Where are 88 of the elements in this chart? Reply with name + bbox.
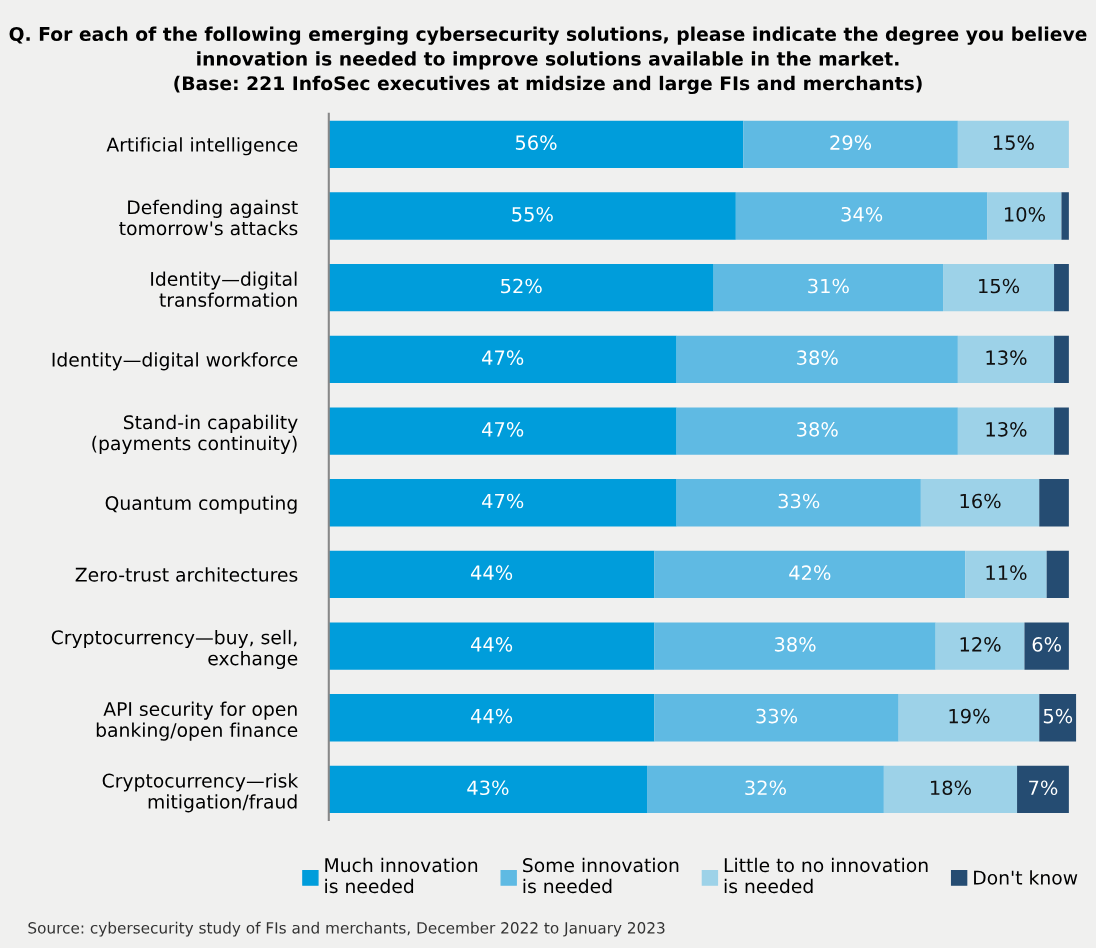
data-label: 47% xyxy=(482,350,524,366)
data-label: 16% xyxy=(960,493,1001,509)
data-label: 33% xyxy=(778,493,820,509)
bar xyxy=(328,264,714,312)
bar xyxy=(1054,407,1069,455)
data-label: 18% xyxy=(930,780,971,796)
bar xyxy=(965,550,1047,599)
data-label: 15% xyxy=(979,278,1020,294)
data-label: 11% xyxy=(986,565,1027,581)
y-tick-label: Identity—digital transformation xyxy=(151,271,297,308)
legend-label: Some innovation is needed xyxy=(523,857,679,894)
data-label: 38% xyxy=(774,637,816,652)
bar xyxy=(328,479,677,527)
legend-label: Much innovation is needed xyxy=(325,857,478,894)
bar xyxy=(328,765,648,814)
data-label: 32% xyxy=(745,780,786,796)
y-tick-label: Cryptocurrency—buy, sell, exchange xyxy=(51,629,298,670)
data-label: 44% xyxy=(470,708,513,724)
data-label: 38% xyxy=(797,421,838,437)
bar xyxy=(987,192,1062,240)
bar xyxy=(935,622,1025,670)
data-label: 47% xyxy=(482,493,524,509)
data-label: 43% xyxy=(467,780,509,796)
bar xyxy=(328,407,677,455)
bar xyxy=(743,120,958,168)
y-tick-label: Identity—digital workforce xyxy=(52,352,298,371)
bar xyxy=(676,479,921,527)
bar xyxy=(1039,479,1069,527)
y-tick-label: Zero-trust architectures xyxy=(75,567,298,582)
bar xyxy=(1039,694,1077,742)
bar xyxy=(943,264,1055,312)
bar xyxy=(647,765,884,814)
bar xyxy=(920,479,1040,527)
legend-label: Little to no innovation is needed xyxy=(724,857,928,894)
data-label: 44% xyxy=(470,637,513,652)
bar xyxy=(713,264,944,312)
bar xyxy=(898,694,1040,742)
data-label: 31% xyxy=(808,278,849,294)
bar xyxy=(1054,264,1069,312)
bar xyxy=(1024,622,1069,670)
data-label: 29% xyxy=(830,135,872,150)
y-tick-label: API security for open banking/open finance xyxy=(96,701,298,741)
data-label: 42% xyxy=(789,565,831,581)
bar xyxy=(1046,550,1069,599)
data-label: 55% xyxy=(512,206,553,222)
y-tick-label: Cryptocurrency—risk mitigation/fraud xyxy=(102,773,299,813)
data-label: 7% xyxy=(1029,780,1058,796)
data-label: 13% xyxy=(986,421,1027,437)
bar xyxy=(654,622,936,670)
bar xyxy=(328,120,744,168)
y-tick-label: Quantum computing xyxy=(105,495,297,514)
bar xyxy=(735,192,988,240)
data-label: 10% xyxy=(1004,206,1045,222)
bar xyxy=(676,335,958,384)
data-label: 56% xyxy=(515,135,557,150)
y-tick-label: Stand-in capability (payments continuity) xyxy=(92,414,298,454)
data-label: 12% xyxy=(960,637,1001,652)
data-label: 52% xyxy=(501,278,542,294)
source-note: Source: cybersecurity study of FIs and merchants, December 2022 to January 2023 xyxy=(28,921,665,937)
y-tick-label: Artificial intelligence xyxy=(106,137,298,156)
data-label: 33% xyxy=(756,708,798,724)
chart-title: Q. For each of the following emerging cybersecurity solutions, please indicate the degree you believe innovation is needed to improve solutions available in the market. (Base: 221 InfoSec executives at midsize and large FIs and merchants) xyxy=(9,26,1087,95)
bar xyxy=(883,765,1018,814)
bar xyxy=(1017,765,1069,814)
bar xyxy=(328,192,736,240)
bar xyxy=(1054,335,1069,384)
bar xyxy=(676,407,958,455)
data-label: 5% xyxy=(1043,708,1073,724)
data-label: 6% xyxy=(1032,637,1062,652)
data-label: 38% xyxy=(797,350,838,366)
data-label: 15% xyxy=(993,135,1034,150)
data-label: 44% xyxy=(470,565,513,581)
bar xyxy=(654,694,899,742)
data-label: 13% xyxy=(986,350,1027,366)
bar xyxy=(654,550,966,599)
bar xyxy=(957,120,1069,168)
data-label: 19% xyxy=(949,708,990,724)
bar xyxy=(1061,192,1069,240)
bar xyxy=(328,550,655,599)
data-label: 47% xyxy=(482,421,524,437)
bar xyxy=(328,694,655,742)
legend-label: Don't know xyxy=(974,870,1078,885)
bar xyxy=(957,407,1055,455)
bar xyxy=(328,622,655,670)
bar xyxy=(328,335,677,384)
bar xyxy=(957,335,1055,384)
y-tick-label: Defending against tomorrow's attacks xyxy=(119,199,298,236)
data-label: 34% xyxy=(841,206,883,222)
